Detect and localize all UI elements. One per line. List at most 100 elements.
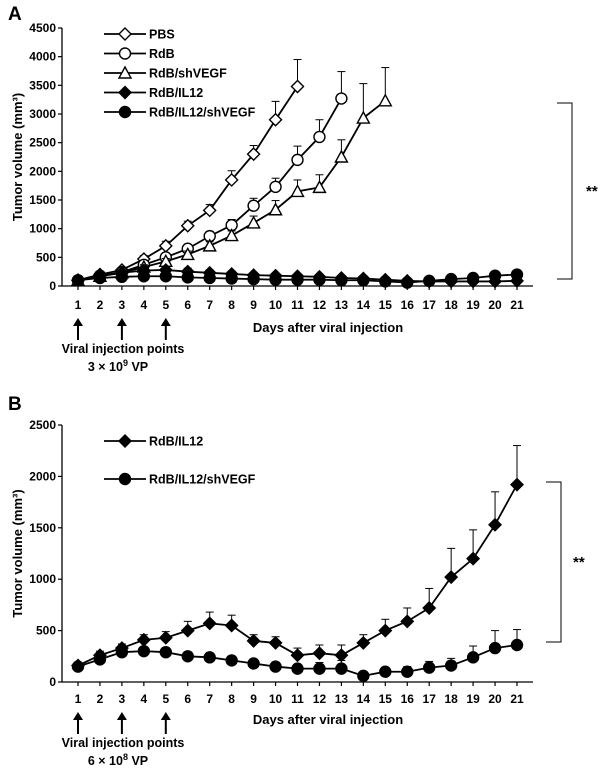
data-point [401,665,414,678]
data-point [401,276,414,289]
data-point [247,272,260,286]
data-point [423,274,436,288]
legend: PBS RdB RdB/shVEGF RdB/IL12 RdB/IL12/shVEGF [104,27,256,120]
x-tick-label: 14 [357,298,371,312]
data-point [466,551,481,566]
injection-arrow-head [116,712,127,720]
series-line [77,98,343,282]
legend-entry: RdB [149,47,175,61]
injection-arrow-head [160,318,171,326]
data-point [291,273,304,286]
x-tick-label: 16 [401,692,415,706]
x-tick-label: 20 [488,298,502,312]
data-point [181,271,194,284]
injection-arrow-head [116,318,127,326]
x-tick-label: 13 [335,298,349,312]
data-point [159,645,173,659]
data-point [224,618,239,633]
y-tick-label: 1500 [29,193,56,207]
legend-marker [118,472,132,486]
panel-letter-a: A [8,4,22,25]
data-point [400,614,415,629]
injection-arrow-head [160,712,171,720]
injection-label: Viral injection points [62,342,185,356]
data-point [180,247,195,261]
data-point [247,657,260,670]
y-axis-label: Tumor volume (mm³) [10,93,25,221]
x-tick-label: 5 [162,298,169,312]
data-point [268,202,283,216]
y-tick-label: 1000 [29,572,56,586]
x-tick-label: 11 [291,298,304,312]
data-point [422,600,437,615]
significance-bracket [546,481,562,643]
x-tick-label: 10 [269,298,283,312]
data-point [290,183,305,198]
legend: RdB/IL12 RdB/IL12/shVEGF [104,434,256,487]
data-point [246,633,261,648]
x-axis-label: Days after viral injection [253,712,403,727]
data-point [115,270,129,284]
legend-entry: RdB/IL12 [149,435,203,449]
data-point [269,660,282,673]
y-tick-label: 3000 [29,107,56,121]
data-point [180,218,195,233]
y-tick-label: 2000 [29,164,56,178]
x-tick-label: 14 [357,692,371,706]
data-point [357,274,370,287]
data-point [291,153,304,167]
data-point [313,273,326,286]
data-point [510,638,524,652]
data-point [335,92,348,105]
x-tick-label: 17 [423,692,437,706]
legend-marker [117,65,133,79]
x-tick-label: 12 [313,692,327,706]
data-point [224,228,239,242]
x-tick-label: 21 [510,298,524,312]
data-point [488,641,502,655]
x-tick-label: 19 [466,298,480,312]
y-tick-label: 4000 [29,50,56,64]
y-tick-label: 4500 [29,21,56,35]
data-point [356,110,371,124]
y-tick-label: 2000 [29,469,56,483]
legend-entry: RdB/IL12/shVEGF [149,106,256,120]
x-tick-label: 19 [466,692,480,706]
data-point [93,271,107,285]
significance-label: ** [573,554,585,571]
x-tick-label: 1 [75,692,82,706]
data-point [246,147,261,162]
legend-marker [118,105,132,119]
data-point [71,274,85,287]
x-tick-label: 4 [141,692,148,706]
x-tick-label: 17 [423,298,437,312]
x-tick-label: 6 [184,692,191,706]
data-point [356,635,371,650]
x-tick-label: 16 [401,298,415,312]
x-tick-label: 2 [97,298,104,312]
x-tick-label: 20 [488,692,502,706]
legend-entry: RdB/shVEGF [149,67,227,81]
x-tick-label: 13 [335,692,349,706]
data-point [137,644,151,658]
x-tick-label: 3 [119,692,126,706]
series-rdb-il12-shvegf [71,629,524,683]
data-point [335,274,348,287]
x-tick-label: 5 [162,692,169,706]
data-point [312,646,327,661]
significance-bracket [557,102,573,280]
data-point [334,149,349,163]
y-tick-label: 0 [49,675,56,689]
y-tick-label: 1500 [29,521,56,535]
x-tick-label: 4 [141,298,148,312]
y-tick-label: 2500 [29,418,56,432]
data-point [312,179,327,194]
data-point [313,130,326,144]
data-point [444,272,458,286]
x-tick-label: 10 [269,692,283,706]
legend-marker [118,47,132,60]
x-tick-label: 7 [206,298,213,312]
